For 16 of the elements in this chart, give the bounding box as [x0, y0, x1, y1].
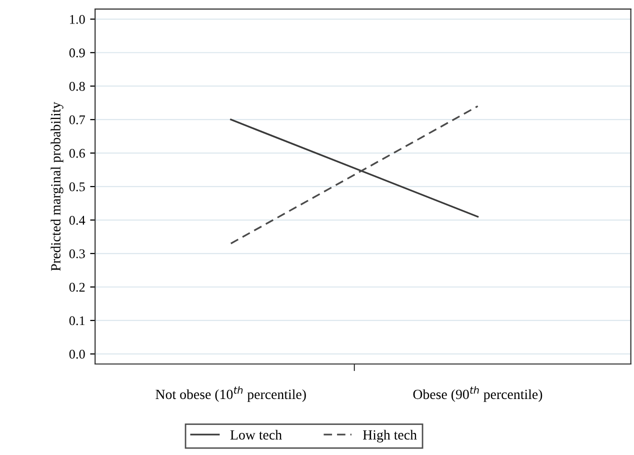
y-tick-label: 0.2	[69, 282, 85, 292]
y-tick-label: 0.9	[69, 48, 85, 58]
y-tick-label: 0.6	[69, 148, 85, 158]
y-tick-label: 0.5	[69, 182, 85, 192]
y-tick-label: 0.8	[69, 82, 85, 91]
y-axis-title: Predicted marginal probability	[50, 102, 64, 271]
x-tick-label: Obese (90$^{th}$ percentile)	[413, 386, 542, 402]
y-tick-label: 1.0	[70, 14, 85, 24]
y-tick-label: 0.0	[69, 350, 85, 359]
x-tick-label: Not obese (10$^{th}$ percentile)	[156, 386, 306, 402]
legend-label: High tech	[362, 430, 417, 442]
y-tick-label: 0.7	[69, 115, 85, 124]
legend-label: Low tech	[230, 430, 282, 440]
y-tick-label: 0.4	[69, 216, 86, 225]
y-tick-label: 0.3	[69, 249, 85, 258]
y-tick-label: 0.1	[69, 316, 85, 326]
